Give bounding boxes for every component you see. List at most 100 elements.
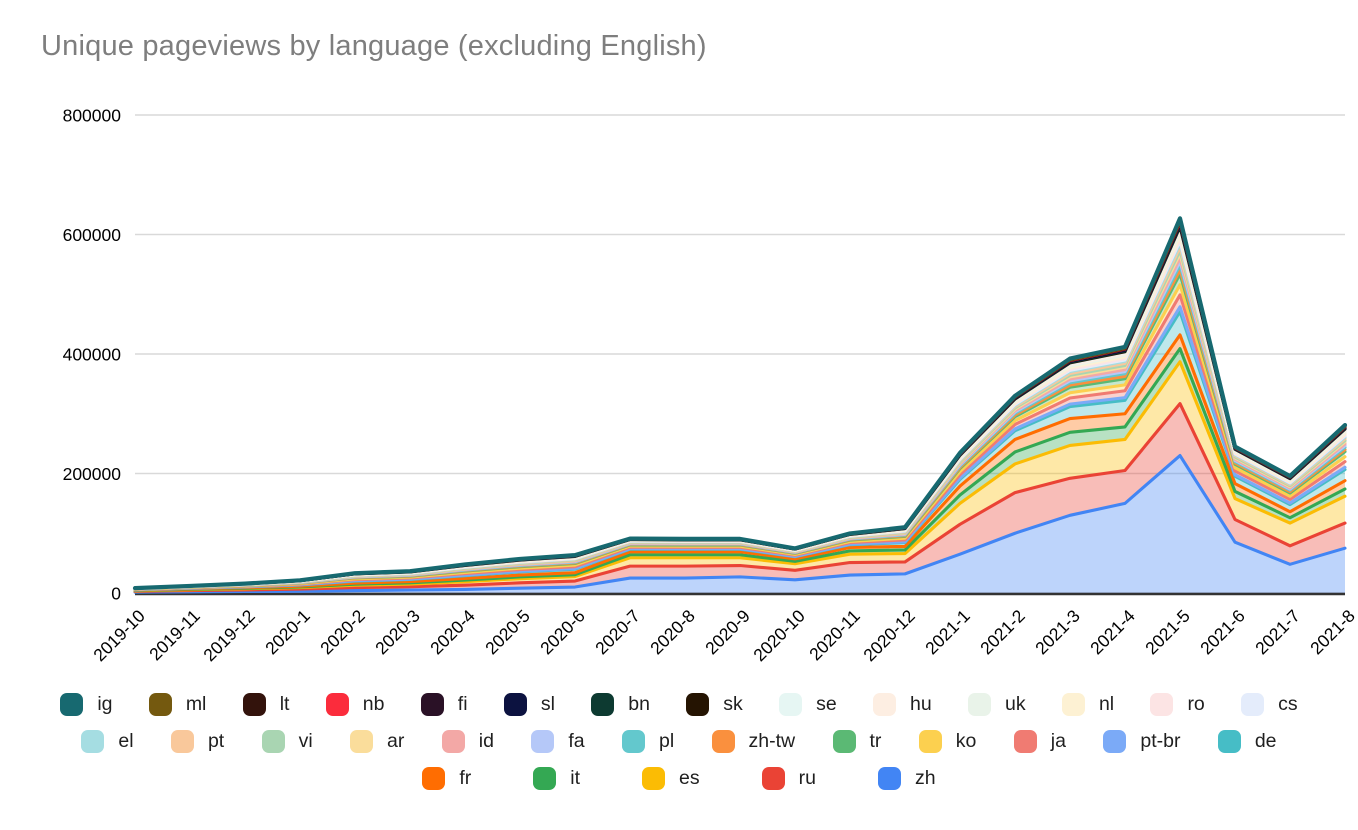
legend-item-fi: fi [420, 692, 468, 716]
legend-item-fr: fr [422, 766, 471, 790]
legend-label: uk [1005, 693, 1026, 715]
x-axis-label: 2020-11 [805, 606, 864, 665]
legend-label: sk [723, 693, 743, 715]
line-zh [133, 454, 1347, 594]
legend-item-id: id [441, 729, 494, 753]
legend-label: tr [869, 730, 882, 752]
legend-label: fr [459, 767, 472, 789]
legend-label: de [1254, 730, 1277, 752]
legend-item-fa: fa [531, 729, 585, 753]
legend-item-pt-br: pt-br [1103, 729, 1180, 753]
legend-item-ru: ru [761, 766, 816, 790]
legend-swatch-icon [325, 692, 349, 716]
legend-label: zh-tw [748, 730, 796, 752]
legend-swatch-icon [779, 692, 803, 716]
legend-item-tr: tr [832, 729, 882, 753]
legend-item-ja: ja [1013, 729, 1066, 753]
legend-label: es [679, 767, 700, 789]
legend-swatch-icon [81, 729, 105, 753]
legend-item-ig: ig [60, 692, 113, 716]
legend-item-vi: vi [261, 729, 313, 753]
legend-label: lt [279, 693, 290, 715]
x-axis-label: 2021-7 [1251, 606, 1304, 659]
y-axis-label: 0 [111, 584, 121, 604]
x-axis-label: 2020-9 [701, 606, 754, 659]
legend-label: sl [540, 693, 555, 715]
legend-item-el: el [81, 729, 134, 753]
legend-swatch-icon [533, 766, 557, 790]
legend-label: hu [910, 693, 932, 715]
legend-swatch-icon [503, 692, 527, 716]
legend-item-lt: lt [242, 692, 290, 716]
legend-swatch-icon [642, 766, 666, 790]
legend-swatch-icon [918, 729, 942, 753]
legend-label: fi [457, 693, 468, 715]
x-axis-label: 2021-2 [976, 606, 1029, 659]
legend-row-1: ig ml lt nb fi sl bn sk se hu uk nl ro cs [0, 692, 1358, 716]
legend-item-zh-tw: zh-tw [711, 729, 796, 753]
legend-label: ko [955, 730, 977, 752]
legend-item-ar: ar [350, 729, 404, 753]
legend-swatch-icon [350, 729, 374, 753]
legend-swatch-icon [441, 729, 465, 753]
legend-item-nl: nl [1061, 692, 1114, 716]
legend-swatch-icon [60, 692, 84, 716]
legend-item-sl: sl [503, 692, 555, 716]
area-zh [135, 455, 1345, 593]
legend-swatch-icon [1061, 692, 1085, 716]
legend-item-es: es [642, 766, 700, 790]
x-axis-label: 2020-10 [749, 606, 809, 666]
x-axis-label: 2020-4 [426, 606, 479, 659]
legend-label: pl [658, 730, 675, 752]
line-ig [132, 216, 1348, 591]
x-axis-label: 2019-10 [89, 606, 149, 666]
x-axis-label: 2019-12 [199, 606, 259, 666]
legend-label: vi [298, 730, 313, 752]
legend-swatch-icon [420, 692, 444, 716]
legend-item-cs: cs [1241, 692, 1298, 716]
y-axis-label: 800000 [63, 106, 122, 126]
x-axis-label: 2021-1 [921, 606, 974, 659]
legend-swatch-icon [711, 729, 735, 753]
legend-label: it [570, 767, 581, 789]
legend-label: ru [798, 767, 816, 789]
legend-swatch-icon [170, 729, 194, 753]
legend-label: ar [387, 730, 405, 752]
line-ru [133, 402, 1347, 593]
x-axis-label: 2020-6 [536, 606, 589, 659]
series-lines [132, 216, 1348, 594]
y-axis-label: 400000 [63, 345, 122, 365]
legend-label: nb [362, 693, 385, 715]
legend-label: id [478, 730, 494, 752]
chart-canvas: 0 200000 400000 600000 800000 2019-102019-11… [63, 106, 1358, 666]
legend-swatch-icon [1103, 729, 1127, 753]
legend-swatch-icon [878, 766, 901, 790]
legend-swatch-icon [261, 729, 285, 753]
legend-swatch-icon [1217, 729, 1241, 753]
legend-item-hu: hu [873, 692, 932, 716]
x-axis-label: 2021-3 [1031, 606, 1084, 659]
legend-item-se: se [779, 692, 837, 716]
legend-item-uk: uk [968, 692, 1026, 716]
legend-swatch-icon [761, 766, 785, 790]
stacked-areas [135, 218, 1345, 593]
legend-swatch-icon [422, 766, 446, 790]
chart-title: Unique pageviews by language (excluding … [41, 30, 707, 62]
legend-swatch-icon [591, 692, 615, 716]
legend-label: ro [1187, 693, 1205, 715]
legend-label: el [118, 730, 134, 752]
legend-row-3: fr it es ru zh [0, 766, 1358, 790]
legend-item-pt: pt [170, 729, 224, 753]
legend-swatch-icon [1150, 692, 1174, 716]
y-axis-labels: 0 200000 400000 600000 800000 [63, 106, 122, 604]
legend-label: ml [185, 693, 207, 715]
x-axis-label: 2021-4 [1086, 606, 1139, 659]
x-axis-label: 2020-1 [261, 606, 314, 659]
legend-swatch-icon [1241, 692, 1265, 716]
legend-item-nb: nb [325, 692, 385, 716]
x-axis-label: 2020-12 [859, 606, 919, 666]
x-axis-label: 2020-2 [316, 606, 369, 659]
legend-label: cs [1278, 693, 1298, 715]
